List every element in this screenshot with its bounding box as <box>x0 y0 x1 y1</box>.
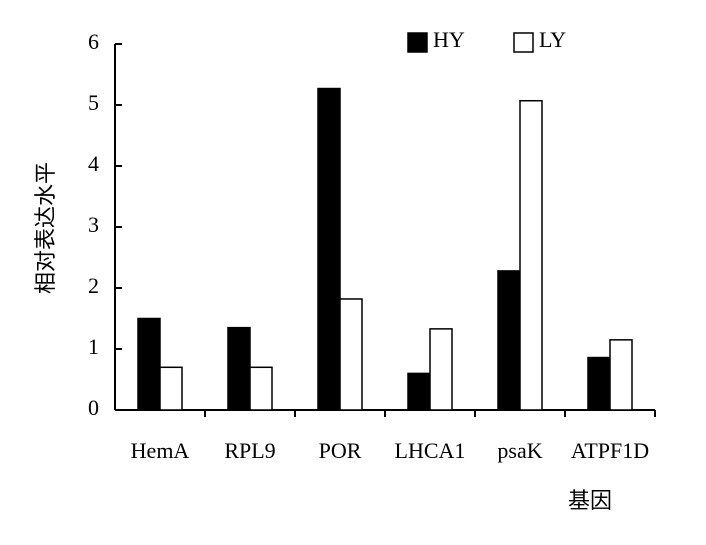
bar <box>497 270 521 411</box>
legend-label: HY <box>433 27 465 52</box>
x-tick-label: HemA <box>131 438 190 463</box>
bar <box>609 339 633 411</box>
y-tick-label: 0 <box>88 395 99 420</box>
legend-swatch <box>407 32 428 53</box>
bar <box>159 366 183 411</box>
y-tick-label: 6 <box>88 29 99 54</box>
bar <box>519 99 543 411</box>
x-tick-label: LHCA1 <box>395 438 466 463</box>
legend-label: LY <box>539 27 566 52</box>
y-axis-label: 相对表达水平 <box>33 162 58 294</box>
y-tick-label: 1 <box>88 334 99 359</box>
x-tick-label: RPL9 <box>224 438 275 463</box>
bar <box>407 372 431 411</box>
y-tick-label: 4 <box>88 151 99 176</box>
y-tick-label: 2 <box>88 273 99 298</box>
bar <box>249 366 273 411</box>
legend-swatch <box>513 32 534 53</box>
bar <box>587 356 611 411</box>
bar <box>137 317 161 411</box>
x-tick-label: POR <box>319 438 362 463</box>
x-tick-label: psaK <box>497 438 542 463</box>
y-tick-label: 3 <box>88 212 99 237</box>
bar <box>227 326 251 411</box>
x-tick-label: ATPF1D <box>571 438 649 463</box>
x-axis-label: 基因 <box>568 488 612 513</box>
bar <box>339 298 363 411</box>
bar <box>317 87 341 411</box>
y-tick-label: 5 <box>88 90 99 115</box>
bar <box>429 328 453 411</box>
